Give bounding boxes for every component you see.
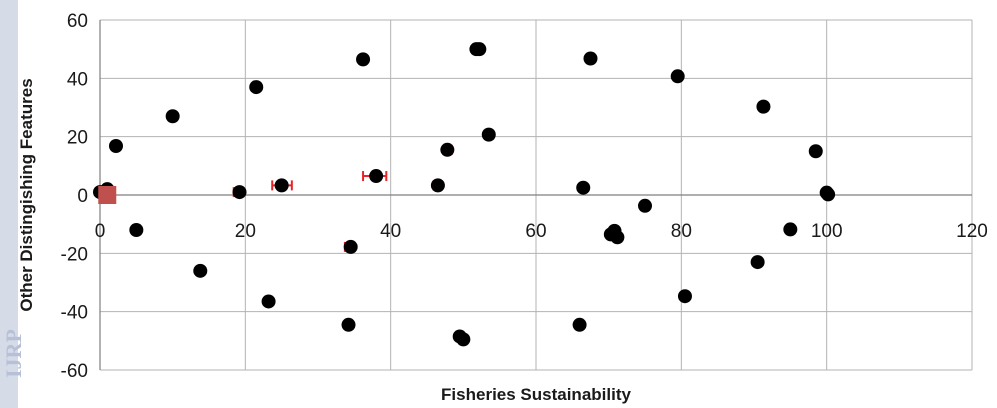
data-point (756, 99, 771, 114)
data-point (165, 109, 180, 124)
highlight-point (98, 186, 117, 204)
data-point (274, 178, 289, 193)
data-point (670, 69, 685, 84)
x-tick-label: 100 (811, 221, 843, 242)
y-tick-label: -20 (61, 244, 88, 265)
x-axis-title: Fisheries Sustainability (441, 385, 631, 404)
y-tick-label: 0 (77, 186, 88, 207)
data-point (808, 144, 823, 159)
x-tick-label: 20 (235, 221, 256, 242)
data-point (610, 230, 625, 245)
data-point (821, 187, 836, 202)
data-point (261, 294, 276, 309)
y-tick-label: 40 (67, 69, 88, 90)
x-tick-label: 40 (380, 221, 401, 242)
data-point (341, 317, 356, 332)
data-point (750, 255, 765, 270)
data-point (356, 52, 371, 67)
data-point (783, 222, 798, 237)
data-point (677, 289, 692, 304)
x-tick-label: 60 (525, 221, 546, 242)
x-tick-label: 0 (95, 221, 106, 242)
y-tick-label: -40 (61, 303, 88, 324)
data-point (129, 223, 144, 237)
data-point (193, 263, 208, 278)
y-tick-label: 60 (67, 11, 88, 32)
gridlines (99, 19, 973, 371)
x-tick-label: 120 (956, 221, 988, 242)
data-points (93, 42, 836, 347)
data-point (583, 51, 598, 66)
data-point (108, 139, 123, 153)
data-point (440, 142, 455, 157)
y-tick-label: 20 (67, 128, 88, 149)
data-point (572, 317, 587, 332)
x-tick-label: 80 (671, 221, 692, 242)
data-point (481, 127, 496, 142)
data-point (472, 42, 487, 57)
data-point (249, 80, 264, 95)
side-watermark-strip: IJRP (0, 0, 26, 408)
tick-labels: -60 -40 -20 0 20 40 60 0 20 40 60 80 100 120 (61, 11, 988, 382)
y-tick-label: -60 (61, 361, 88, 382)
data-point (430, 178, 445, 193)
data-point (369, 169, 384, 184)
data-point (576, 180, 591, 195)
y-axis-title: Other Distingishing Features (17, 78, 36, 311)
data-point (456, 332, 471, 347)
data-point (232, 185, 247, 200)
data-point (343, 239, 358, 254)
data-point (638, 198, 652, 213)
